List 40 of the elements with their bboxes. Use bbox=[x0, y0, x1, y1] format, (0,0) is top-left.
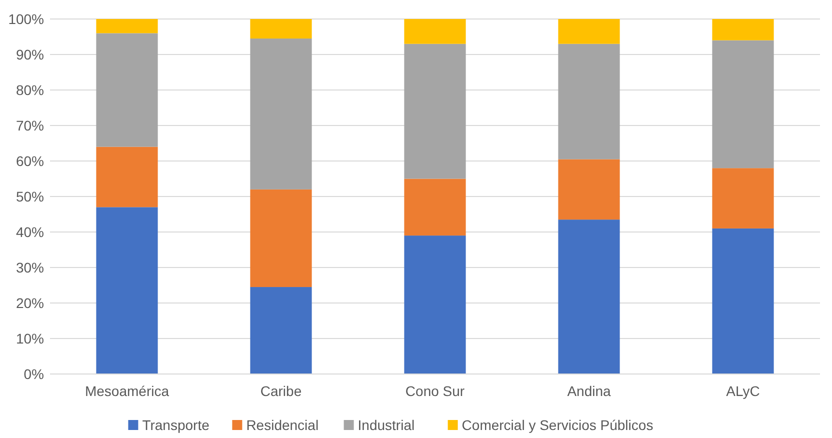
y-tick-label: 10% bbox=[16, 330, 44, 346]
bar bbox=[558, 19, 620, 44]
bar bbox=[404, 236, 466, 374]
bar bbox=[250, 19, 312, 39]
y-tick-label: 0% bbox=[24, 366, 44, 382]
legend-label: Industrial bbox=[358, 417, 415, 433]
y-tick-label: 100% bbox=[8, 10, 44, 27]
bar bbox=[96, 207, 158, 374]
bar bbox=[712, 228, 774, 374]
y-tick-label: 30% bbox=[16, 259, 44, 276]
bar bbox=[712, 40, 774, 168]
bar bbox=[712, 168, 774, 228]
bar bbox=[96, 19, 158, 34]
x-tick-label: Cono Sur bbox=[405, 383, 465, 399]
bar bbox=[250, 38, 312, 190]
y-tick-label: 20% bbox=[16, 294, 44, 311]
y-tick-label: 40% bbox=[16, 224, 44, 240]
x-tick-label: Andina bbox=[567, 383, 612, 399]
y-tick-label: 50% bbox=[16, 188, 44, 204]
bar bbox=[250, 287, 312, 374]
bar bbox=[404, 44, 466, 179]
bar bbox=[712, 19, 774, 40]
bar bbox=[250, 189, 312, 288]
y-tick-label: 90% bbox=[16, 46, 44, 62]
legend-label: Comercial y Servicios Públicos bbox=[462, 417, 654, 433]
y-tick-label: 80% bbox=[16, 82, 44, 98]
bar bbox=[96, 33, 158, 147]
legend-label: Residencial bbox=[246, 417, 319, 433]
y-tick-label: 60% bbox=[16, 152, 44, 169]
bar bbox=[558, 159, 620, 220]
x-tick-label: ALyC bbox=[726, 383, 760, 399]
x-tick-label: Mesoamérica bbox=[84, 383, 170, 399]
bar bbox=[558, 220, 620, 374]
bar bbox=[404, 178, 466, 236]
bar bbox=[96, 146, 158, 208]
bar bbox=[558, 44, 620, 160]
legend-label: Transporte bbox=[142, 417, 210, 433]
y-tick-label: 70% bbox=[16, 117, 44, 134]
x-tick-label: Caribe bbox=[260, 383, 302, 399]
bar bbox=[404, 19, 466, 44]
